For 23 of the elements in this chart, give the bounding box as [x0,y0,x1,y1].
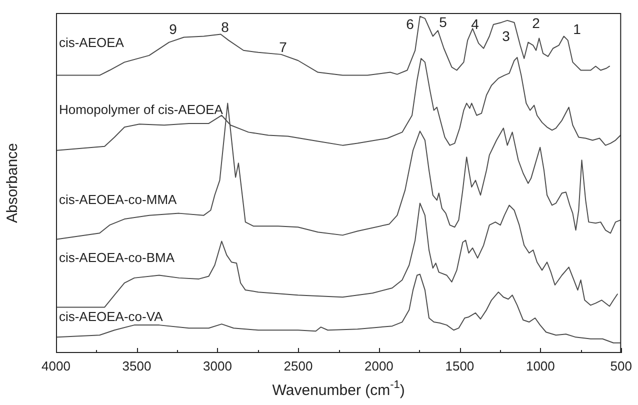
series-label: cis-AEOEA [58,34,124,50]
x-tick-label: 1000 [526,358,555,374]
series-label: Homopolymer of cis-AEOEA [58,102,224,117]
annotation: 6 [406,16,414,32]
annotation: 7 [279,38,288,55]
x-tick-label: 3000 [203,358,232,374]
annotation: 5 [439,14,448,30]
x-tick-label: 2500 [284,358,313,374]
y-axis-title: Absorbance [4,142,22,224]
annotation: 8 [221,18,230,35]
series-label: cis-AEOEA-co-BMA [58,250,175,265]
annotation: 3 [502,28,510,44]
series-label: cis-AEOEA-co-VA [58,308,164,324]
x-tick-label: 1500 [445,358,474,374]
series-label: cis-AEOEA-co-MMA [58,192,178,207]
x-tick-label: 2000 [364,358,394,374]
annotation: 4 [471,16,480,32]
x-tick-label: 4000 [42,358,70,374]
annotation: 1 [573,20,582,37]
annotation: 2 [532,14,540,31]
x-tick-label: 500 [610,358,632,374]
x-tick-label: 3500 [122,358,152,374]
annotation: 9 [169,20,178,37]
